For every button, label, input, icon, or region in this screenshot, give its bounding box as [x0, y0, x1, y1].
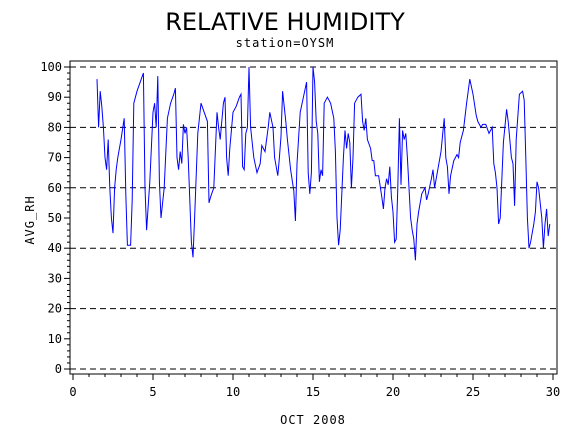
y-tick-label: 40 — [48, 241, 62, 255]
series-line — [96, 66, 551, 261]
x-tick-label: 15 — [306, 385, 320, 399]
y-tick-label: 30 — [48, 271, 62, 285]
chart-title: RELATIVE HUMIDITY — [165, 8, 405, 36]
x-axis-label: OCT 2008 — [280, 413, 346, 427]
x-tick-label: 10 — [226, 385, 240, 399]
y-tick-label: 10 — [48, 332, 62, 346]
x-tick-label: 5 — [149, 385, 156, 399]
y-tick-label: 0 — [55, 362, 62, 376]
y-axis-label: AVG_RH — [23, 195, 37, 244]
x-tick-label: 20 — [386, 385, 400, 399]
plot-frame — [69, 60, 558, 375]
x-axis: 0 5 10 15 20 25 30 — [69, 374, 560, 399]
reference-lines — [70, 66, 557, 370]
y-tick-label: 90 — [48, 90, 62, 104]
x-tick-label: 30 — [546, 385, 560, 399]
y-tick-label: 60 — [48, 181, 62, 195]
x-tick-label: 0 — [69, 385, 76, 399]
y-axis: 0 10 20 30 40 50 60 70 80 90 100 — [40, 60, 70, 376]
y-tick-label: 100 — [40, 60, 62, 74]
x-tick-label: 25 — [466, 385, 480, 399]
y-tick-label: 50 — [48, 211, 62, 225]
chart-subtitle: station=OYSM — [236, 36, 335, 50]
y-tick-label: 70 — [48, 151, 62, 165]
y-tick-label: 20 — [48, 302, 62, 316]
y-tick-label: 80 — [48, 120, 62, 134]
